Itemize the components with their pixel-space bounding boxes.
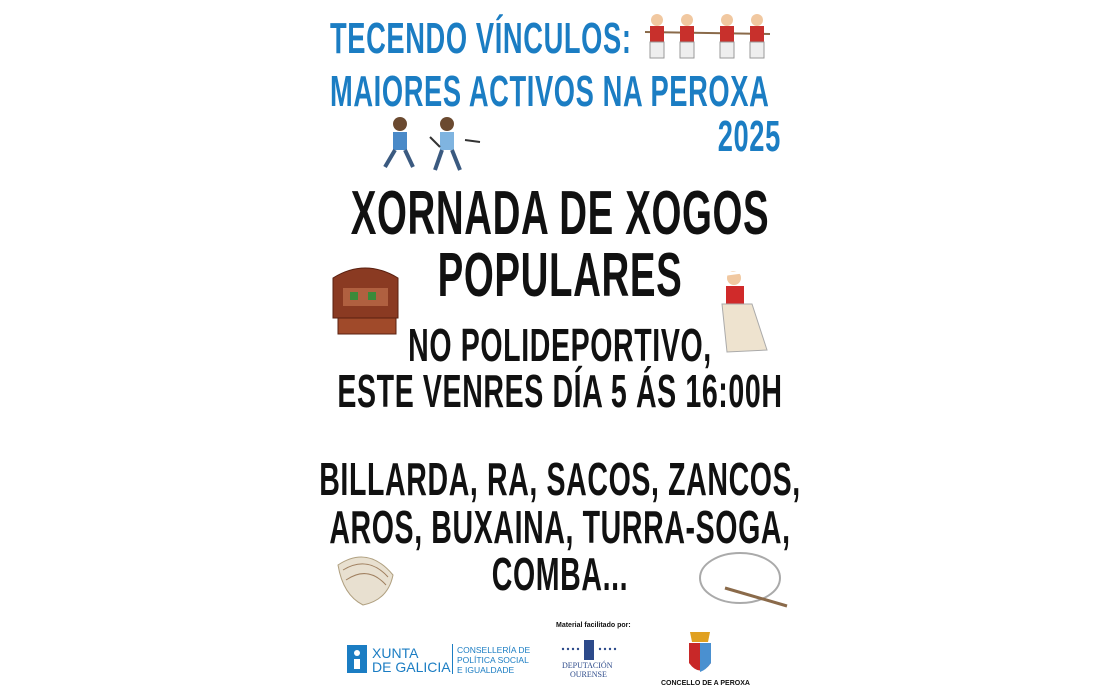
material-label: Material facilitado por: [556, 622, 631, 629]
coat-of-arms-icon [689, 632, 711, 672]
games-line-2: AROS, BUXAINA, TURRA-SOGA, [329, 501, 791, 553]
deputacion-emblem-icon [561, 640, 617, 660]
event-title-line-1: XORNADA DE XOGOS [350, 179, 770, 248]
conselleria-text-1: CONSELLERÍA DE [457, 645, 531, 655]
tug-of-war-illustration [644, 14, 771, 59]
sack-race-illustration [721, 270, 768, 353]
xunta-text-1: XUNTA [372, 645, 419, 661]
event-title-line-2: POPULARES [437, 241, 683, 310]
event-date: ESTE VENRES DÍA 5 ÁS 16:00H [337, 365, 783, 417]
games-line-3: COMBA... [491, 548, 629, 600]
conselleria-text-2: POLÍTICA SOCIAL [457, 655, 529, 665]
title-line-1: TECENDO VÍNCULOS: [330, 14, 632, 63]
ra-game-box-illustration [332, 267, 399, 335]
deputacion-text-2: OURENSE [570, 670, 607, 679]
billarda-players-illustration [383, 117, 481, 171]
event-place: NO POLIDEPORTIVO, [408, 319, 712, 371]
xunta-emblem-icon [347, 645, 367, 673]
concello-text: CONCELLO DE A PEROXA [661, 680, 750, 687]
spinning-top-illustration [337, 556, 394, 606]
year: 2025 [717, 112, 781, 161]
title-line-2: MAIORES ACTIVOS NA PEROXA [330, 67, 770, 116]
hoops-illustration [699, 552, 788, 608]
xunta-text-2: DE GALICIA [372, 659, 451, 675]
conselleria-text-3: E IGUALDADE [457, 665, 515, 675]
games-line-1: BILLARDA, RA, SACOS, ZANCOS, [319, 453, 801, 505]
deputacion-text-1: DEPUTACIÓN [562, 661, 613, 670]
divider [452, 644, 453, 674]
